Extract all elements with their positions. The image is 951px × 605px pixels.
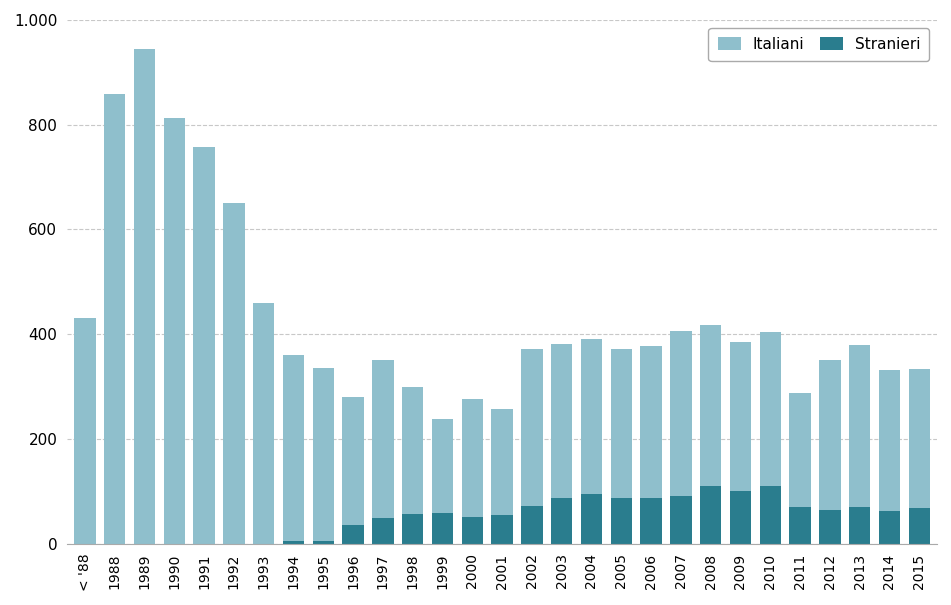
Bar: [760, 486, 781, 544]
Bar: [760, 332, 781, 486]
Bar: [879, 511, 901, 544]
Bar: [521, 349, 543, 506]
Bar: [849, 507, 870, 544]
Bar: [789, 507, 811, 544]
Bar: [640, 498, 662, 544]
Bar: [402, 387, 423, 514]
Bar: [908, 508, 930, 544]
Bar: [581, 494, 602, 544]
Bar: [164, 119, 185, 544]
Bar: [342, 397, 364, 525]
Bar: [849, 345, 870, 507]
Bar: [611, 498, 632, 544]
Bar: [282, 541, 304, 544]
Bar: [551, 344, 573, 498]
Bar: [611, 349, 632, 498]
Bar: [432, 514, 454, 544]
Bar: [253, 302, 275, 544]
Bar: [789, 393, 811, 507]
Bar: [551, 498, 573, 544]
Bar: [223, 203, 244, 544]
Bar: [581, 339, 602, 494]
Bar: [670, 330, 691, 495]
Bar: [700, 486, 722, 544]
Bar: [700, 325, 722, 486]
Bar: [74, 318, 96, 544]
Bar: [492, 409, 513, 515]
Bar: [492, 515, 513, 544]
Bar: [402, 514, 423, 544]
Bar: [640, 345, 662, 498]
Bar: [461, 399, 483, 517]
Bar: [372, 361, 394, 517]
Bar: [729, 491, 751, 544]
Bar: [134, 48, 155, 544]
Bar: [432, 419, 454, 514]
Bar: [461, 517, 483, 544]
Bar: [521, 506, 543, 544]
Bar: [670, 495, 691, 544]
Bar: [908, 369, 930, 508]
Bar: [342, 525, 364, 544]
Bar: [104, 94, 126, 544]
Bar: [819, 509, 841, 544]
Bar: [729, 342, 751, 491]
Bar: [193, 147, 215, 544]
Bar: [819, 361, 841, 509]
Bar: [313, 541, 334, 544]
Bar: [313, 368, 334, 541]
Bar: [372, 517, 394, 544]
Bar: [282, 355, 304, 541]
Bar: [879, 370, 901, 511]
Legend: Italiani, Stranieri: Italiani, Stranieri: [708, 28, 929, 61]
